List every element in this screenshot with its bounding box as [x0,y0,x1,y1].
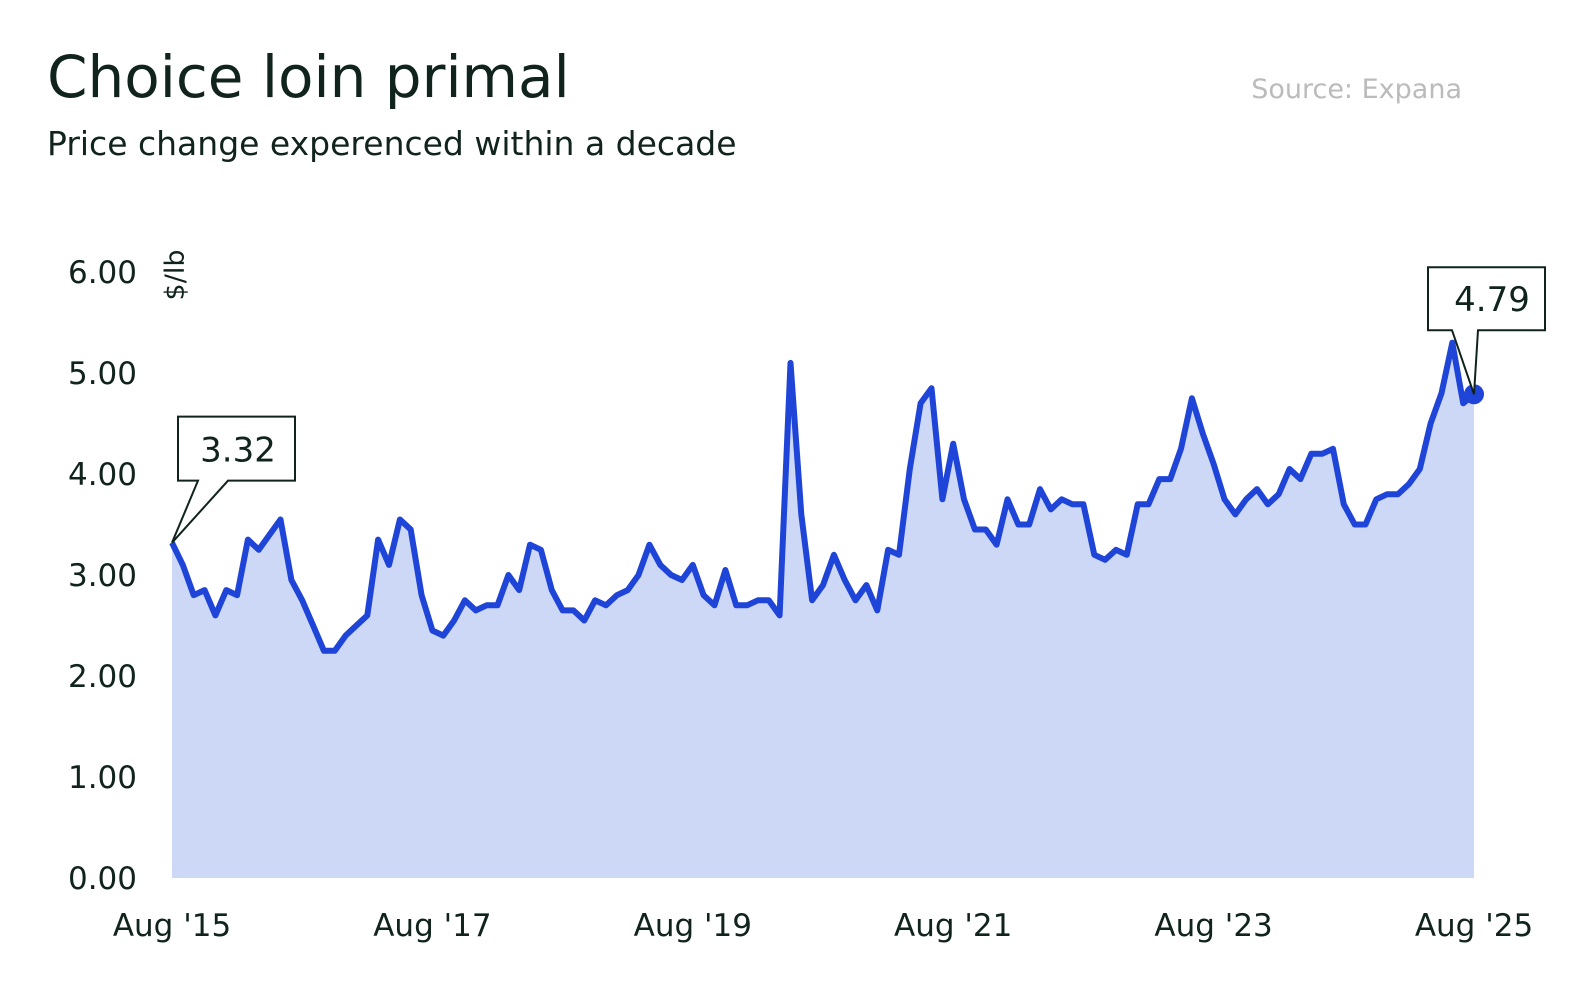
callout-box [171,415,296,544]
line [169,339,1476,654]
chart-subtitle: Price change experenced within a decade [47,124,737,163]
x-tick-label: Aug '21 [894,908,1012,944]
y-tick-label: 6.00 [68,255,137,291]
x-tick-label: Aug '25 [1415,908,1533,944]
source: Source: Expana [1251,74,1462,105]
callout-label: 3.32 [200,431,276,471]
y-tick-label: 0.00 [68,861,137,897]
callout-label: 4.79 [1454,280,1530,320]
y-tick-label: 3.00 [68,558,137,594]
y-tick-label: 4.00 [68,457,137,493]
y-tick-label: 5.00 [68,356,137,392]
y-axis-label: $/lb [160,250,191,301]
x-tick-label: Aug '15 [113,908,231,944]
area [172,342,1474,878]
y-tick-label: 2.00 [68,659,137,695]
x-tick-label: Aug '19 [634,908,752,944]
chart-title: Choice loin primal [47,43,570,111]
x-tick-label: Aug '23 [1154,908,1272,944]
callout-box [1427,266,1546,395]
x-tick-label: Aug '17 [373,908,491,944]
y-tick-label: 1.00 [68,760,137,796]
